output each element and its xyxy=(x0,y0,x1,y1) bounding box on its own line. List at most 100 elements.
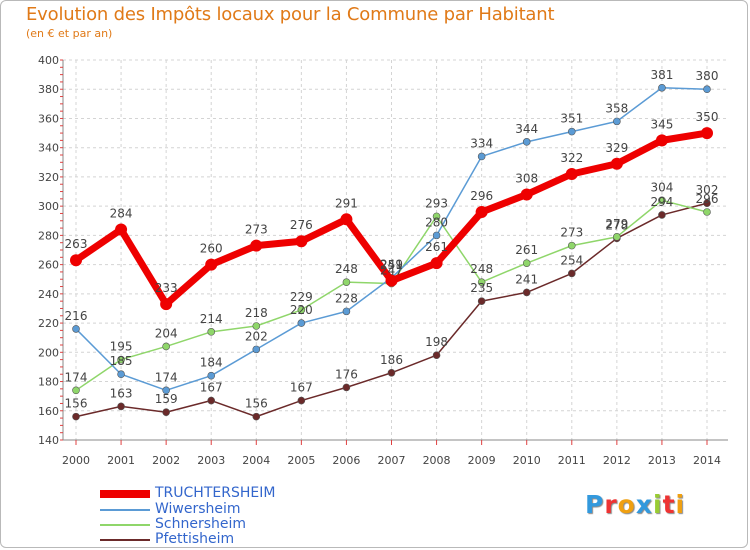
data-point-wiwersheim xyxy=(522,138,531,146)
x-tick-label: 2011 xyxy=(558,454,586,467)
x-tick-label: 2000 xyxy=(62,454,90,467)
data-point-pfettisheim xyxy=(387,368,396,377)
data-point-schnersheim xyxy=(477,278,486,286)
data-label-pfettisheim: 163 xyxy=(110,386,133,400)
data-label-wiwersheim: 174 xyxy=(155,370,178,384)
data-label-schnersheim: 229 xyxy=(290,290,313,304)
data-label-wiwersheim: 351 xyxy=(560,112,583,126)
legend-swatch-truchtersheim xyxy=(100,490,150,498)
y-tick-label: 260 xyxy=(38,259,59,272)
data-point-pfettisheim xyxy=(162,408,170,417)
x-tick-label: 2012 xyxy=(603,454,631,467)
data-label-truchtersheim: 261 xyxy=(425,240,448,254)
y-tick-label: 320 xyxy=(38,171,59,184)
data-point-truchtersheim xyxy=(701,127,713,140)
data-label-schnersheim: 248 xyxy=(470,262,493,276)
data-point-schnersheim xyxy=(567,241,576,250)
data-point-truchtersheim xyxy=(70,254,82,267)
legend-label-pfettisheim: Pfettisheim xyxy=(155,531,235,547)
data-label-schnersheim: 214 xyxy=(200,312,223,326)
data-label-truchtersheim: 233 xyxy=(155,281,178,295)
data-label-schnersheim: 195 xyxy=(110,340,133,354)
data-point-wiwersheim xyxy=(117,370,125,379)
chart-title: Evolution des Impôts locaux pour la Comm… xyxy=(26,4,555,25)
data-point-pfettisheim xyxy=(252,412,261,421)
x-tick-label: 2006 xyxy=(332,454,360,467)
data-label-wiwersheim: 216 xyxy=(65,309,88,323)
data-point-pfettisheim xyxy=(477,297,486,305)
data-point-wiwersheim xyxy=(567,127,576,136)
data-point-pfettisheim xyxy=(297,396,306,405)
data-point-truchtersheim xyxy=(250,239,263,252)
data-label-pfettisheim: 294 xyxy=(650,195,673,209)
data-label-truchtersheim: 263 xyxy=(65,237,88,251)
data-point-schnersheim xyxy=(432,212,441,221)
data-label-pfettisheim: 198 xyxy=(425,335,448,349)
logo-letter: x xyxy=(635,490,653,519)
data-point-truchtersheim xyxy=(430,257,443,270)
data-point-truchtersheim xyxy=(160,298,173,311)
data-point-pfettisheim xyxy=(207,396,216,405)
data-point-schnersheim xyxy=(117,355,125,364)
data-point-schnersheim xyxy=(342,278,351,286)
y-tick-label: 280 xyxy=(38,229,59,242)
data-label-wiwersheim: 280 xyxy=(425,215,448,229)
x-tick-label: 2008 xyxy=(423,454,451,467)
data-point-pfettisheim xyxy=(342,383,351,392)
data-point-truchtersheim xyxy=(610,157,623,170)
data-label-pfettisheim: 167 xyxy=(290,381,313,395)
data-label-truchtersheim: 291 xyxy=(335,196,358,210)
data-point-pfettisheim xyxy=(117,402,125,411)
y-tick-label: 360 xyxy=(38,112,59,125)
data-point-pfettisheim xyxy=(658,211,666,219)
data-label-schnersheim: 261 xyxy=(515,243,538,257)
data-label-wiwersheim: 380 xyxy=(696,69,719,83)
data-label-truchtersheim: 273 xyxy=(245,223,268,237)
data-point-truchtersheim xyxy=(295,235,308,248)
legend-label-wiwersheim: Wiwersheim xyxy=(155,501,241,517)
data-label-wiwersheim: 358 xyxy=(605,101,628,115)
data-point-truchtersheim xyxy=(115,223,128,236)
data-point-pfettisheim xyxy=(567,269,576,278)
data-point-wiwersheim xyxy=(162,386,170,395)
y-tick-label: 240 xyxy=(38,288,59,301)
x-tick-label: 2010 xyxy=(513,454,541,467)
data-label-schnersheim: 279 xyxy=(605,217,628,231)
data-label-truchtersheim: 308 xyxy=(515,171,538,185)
data-point-wiwersheim xyxy=(72,325,80,333)
data-label-truchtersheim: 329 xyxy=(605,141,628,155)
data-label-truchtersheim: 296 xyxy=(470,189,493,203)
data-point-truchtersheim xyxy=(385,274,398,287)
data-point-pfettisheim xyxy=(72,412,80,421)
data-label-wiwersheim: 228 xyxy=(335,291,358,305)
data-label-schnersheim: 304 xyxy=(650,180,673,194)
x-tick-label: 2004 xyxy=(242,454,270,467)
data-label-wiwersheim: 344 xyxy=(515,122,538,136)
x-tick-label: 2003 xyxy=(197,454,225,467)
data-label-pfettisheim: 254 xyxy=(560,253,583,267)
legend-swatch-pfettisheim xyxy=(100,539,150,541)
data-label-pfettisheim: 167 xyxy=(200,381,223,395)
data-point-truchtersheim xyxy=(340,213,353,226)
x-tick-label: 2001 xyxy=(107,454,135,467)
data-label-truchtersheim: 345 xyxy=(650,117,673,131)
data-point-wiwersheim xyxy=(252,345,261,354)
data-point-truchtersheim xyxy=(205,258,218,271)
data-point-truchtersheim xyxy=(475,206,488,218)
data-label-pfettisheim: 278 xyxy=(605,218,628,232)
y-tick-label: 340 xyxy=(38,142,59,155)
legend-swatch-schnersheim xyxy=(100,524,150,526)
data-label-truchtersheim: 260 xyxy=(200,242,223,256)
data-point-truchtersheim xyxy=(655,134,668,147)
data-point-wiwersheim xyxy=(613,117,621,126)
data-label-wiwersheim: 220 xyxy=(290,303,313,317)
data-point-pfettisheim xyxy=(703,199,711,208)
data-point-schnersheim xyxy=(207,328,216,336)
data-label-schnersheim: 293 xyxy=(425,196,448,210)
legend-label-schnersheim: Schnersheim xyxy=(155,516,247,532)
data-label-truchtersheim: 249 xyxy=(380,258,403,272)
data-label-pfettisheim: 241 xyxy=(515,272,538,286)
data-label-pfettisheim: 176 xyxy=(335,367,358,381)
logo-letter: o xyxy=(617,490,636,519)
